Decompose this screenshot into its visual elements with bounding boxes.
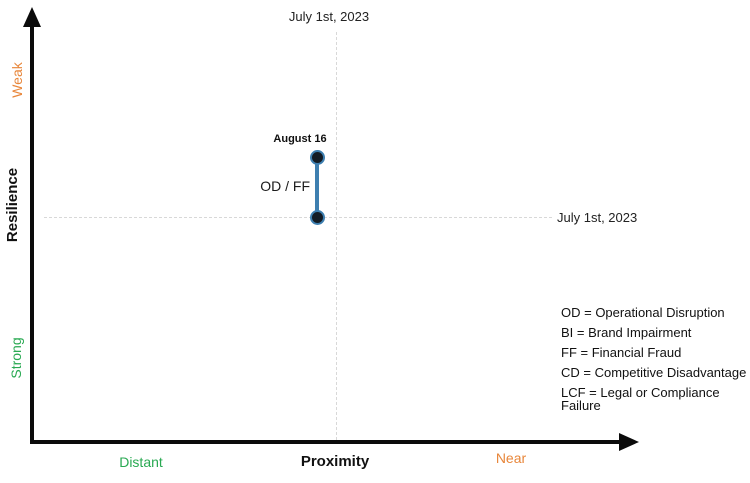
x-axis-line: [30, 440, 620, 444]
x-axis-near-label: Near: [495, 450, 527, 466]
data-point-august-16: [310, 150, 325, 165]
x-axis-title: Proximity: [300, 453, 370, 470]
horizontal-reference-date-label: July 1st, 2023: [557, 210, 638, 225]
legend-item-bi: BI = Brand Impairment: [561, 325, 692, 340]
legend-item-cd: CD = Competitive Disadvantage: [561, 365, 747, 380]
series-name-label: OD / FF: [260, 178, 310, 194]
data-point-july-1-baseline: [310, 210, 325, 225]
y-axis-title: Resilience: [4, 167, 21, 243]
x-axis-distant-label: Distant: [119, 454, 163, 470]
series-connector-line: [315, 157, 319, 217]
y-axis-arrowhead-icon: [23, 7, 41, 27]
legend-item-ff: FF = Financial Fraud: [561, 345, 682, 360]
legend-item-lcf: LCF = Legal or Compliance Failure: [561, 385, 720, 413]
x-axis-arrowhead-icon: [619, 433, 639, 451]
horizontal-reference-line: [44, 217, 552, 218]
vertical-reference-date-label: July 1st, 2023: [288, 9, 370, 24]
vertical-reference-line: [336, 32, 337, 440]
legend-item-od: OD = Operational Disruption: [561, 305, 725, 320]
y-axis-strong-label: Strong: [8, 337, 24, 379]
y-axis-line: [30, 25, 34, 444]
y-axis-weak-label: Weak: [9, 62, 25, 98]
legend: OD = Operational Disruption BI = Brand I…: [561, 306, 750, 412]
data-point-date-label: August 16: [273, 133, 327, 145]
